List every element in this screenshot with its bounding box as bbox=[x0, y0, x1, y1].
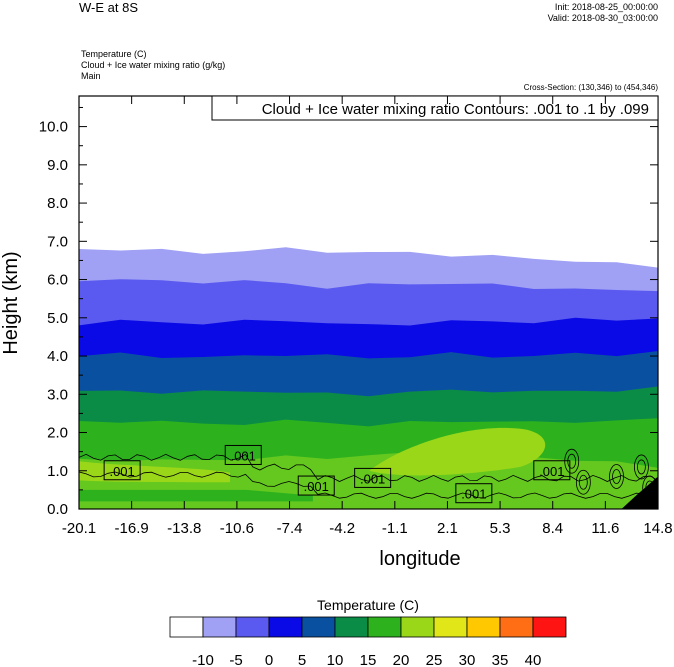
colorbar-label: -10 bbox=[192, 652, 214, 667]
colorbar-swatch bbox=[400, 616, 435, 638]
x-tick-label: -20.1 bbox=[62, 520, 96, 537]
colorbar: -10 -5 0 5 10 15 20 25 30 35 40 bbox=[169, 616, 567, 667]
colorbar-swatch bbox=[202, 616, 237, 638]
colorbar-label: 10 bbox=[327, 652, 344, 667]
x-tick-label: -16.9 bbox=[115, 520, 149, 537]
colorbar-swatch bbox=[268, 616, 303, 638]
contour-label-box bbox=[533, 460, 571, 481]
contour-label: .001 bbox=[231, 448, 256, 463]
x-tick-label: 2.1 bbox=[437, 520, 458, 537]
colorbar-swatch bbox=[499, 616, 534, 638]
colorbar-swatch bbox=[301, 616, 336, 638]
colorbar-label: 35 bbox=[492, 652, 509, 667]
contour-labels: .001 .001 .001 .001 .001 .001 bbox=[103, 444, 571, 504]
y-tick-label: 7.0 bbox=[47, 233, 68, 250]
cloud-contour-cell bbox=[575, 469, 591, 495]
cross-section-text: Cross-Section: (130,346) to (454,346) bbox=[523, 83, 658, 92]
colorbar-label: 5 bbox=[298, 652, 306, 667]
contour-annotation-box: Cloud + Ice water mixing ratio Contours:… bbox=[211, 95, 659, 121]
y-tick-label: 9.0 bbox=[47, 157, 68, 174]
plot-title: W-E at 8S bbox=[79, 0, 139, 15]
x-tick-label: 11.6 bbox=[591, 520, 619, 537]
contour-label-box bbox=[224, 444, 262, 465]
x-tick-label: -13.8 bbox=[167, 520, 201, 537]
y-tick-label: 2.0 bbox=[47, 425, 68, 442]
colorbar-swatch bbox=[169, 616, 204, 638]
contour-label: .001 bbox=[360, 471, 385, 486]
x-axis: -20.1 -16.9 -13.8 -10.6 -7.4 -4.2 -1.1 2.1 5.3 8.… bbox=[62, 96, 673, 537]
y-axis-title: Height (km) bbox=[0, 251, 22, 354]
contour-label-box bbox=[354, 467, 392, 488]
x-tick-label: -1.1 bbox=[382, 520, 408, 537]
colorbar-label: -5 bbox=[229, 652, 242, 667]
contour-label-box bbox=[103, 460, 141, 481]
colorbar-label: 15 bbox=[360, 652, 377, 667]
colorbar-swatch bbox=[532, 616, 567, 638]
x-tick-label: 14.8 bbox=[643, 520, 672, 537]
cloud-contour-cell bbox=[609, 464, 624, 489]
x-tick-label: -10.6 bbox=[220, 520, 254, 537]
colorbar-swatch bbox=[235, 616, 270, 638]
colorbar-swatch bbox=[367, 616, 402, 638]
field-line-cloud: Cloud + Ice water mixing ratio (g/kg) bbox=[81, 60, 226, 70]
contour-label: .001 bbox=[539, 464, 564, 479]
field-line-temperature: Temperature (C) bbox=[81, 49, 147, 59]
y-tick-label: 5.0 bbox=[47, 310, 68, 327]
init-time: Init: 2018-08-25_00:00:00 bbox=[554, 2, 658, 12]
contour-label: .001 bbox=[109, 464, 134, 479]
x-tick-label: 8.4 bbox=[542, 520, 563, 537]
field-line-main: Main bbox=[81, 71, 101, 81]
colorbar-label: 20 bbox=[393, 652, 410, 667]
colorbar-label: 30 bbox=[459, 652, 476, 667]
colorbar-label: 0 bbox=[265, 652, 273, 667]
x-tick-label: -7.4 bbox=[277, 520, 303, 537]
temperature-fill bbox=[79, 247, 658, 509]
cloud-contour-cell-inner bbox=[645, 480, 655, 496]
warm-core-25 bbox=[369, 427, 546, 476]
x-tick-label: -4.2 bbox=[329, 520, 355, 537]
y-tick-label: 6.0 bbox=[47, 272, 68, 289]
contour-label-box bbox=[297, 475, 335, 496]
terrain bbox=[621, 476, 658, 509]
contour-annotation: Cloud + Ice water mixing ratio Contours:… bbox=[262, 101, 649, 118]
cloud-contour-bottom bbox=[79, 471, 658, 499]
contour-label: .001 bbox=[461, 487, 486, 502]
colorbar-swatch bbox=[466, 616, 501, 638]
y-tick-label: 1.0 bbox=[47, 463, 68, 480]
colorbar-label: 25 bbox=[426, 652, 443, 667]
y-tick-label: 3.0 bbox=[47, 386, 68, 403]
cloud-contour-cell-inner bbox=[612, 469, 621, 484]
cloud-contour-cell-inner bbox=[578, 474, 588, 490]
y-axis: 0.0 1.0 2.0 3.0 4.0 5.0 6.0 7.0 8.0 9.0 10.0 bbox=[39, 106, 658, 518]
contour-label-box bbox=[455, 483, 493, 504]
cloud-contour-cell bbox=[634, 454, 649, 480]
x-tick-label: 5.3 bbox=[490, 520, 511, 537]
y-tick-label: 4.0 bbox=[47, 348, 68, 365]
colorbar-swatch bbox=[433, 616, 468, 638]
cloud-contour-cell bbox=[642, 475, 658, 501]
colorbar-title: Temperature (C) bbox=[317, 597, 419, 613]
warm-lobe-west bbox=[79, 461, 230, 483]
colorbar-swatch bbox=[334, 616, 369, 638]
contour-label: .001 bbox=[304, 479, 329, 494]
cloud-contour-cell-inner bbox=[637, 459, 646, 475]
y-tick-label: 10.0 bbox=[39, 119, 68, 136]
y-tick-label: 0.0 bbox=[47, 501, 68, 518]
cloud-contour-top bbox=[79, 453, 658, 482]
colorbar-label: 40 bbox=[525, 652, 542, 667]
y-tick-label: 8.0 bbox=[47, 195, 68, 212]
x-axis-title: longitude bbox=[379, 548, 460, 570]
valid-time: Valid: 2018-08-30_03:00:00 bbox=[547, 13, 658, 23]
surface-band bbox=[79, 489, 313, 502]
